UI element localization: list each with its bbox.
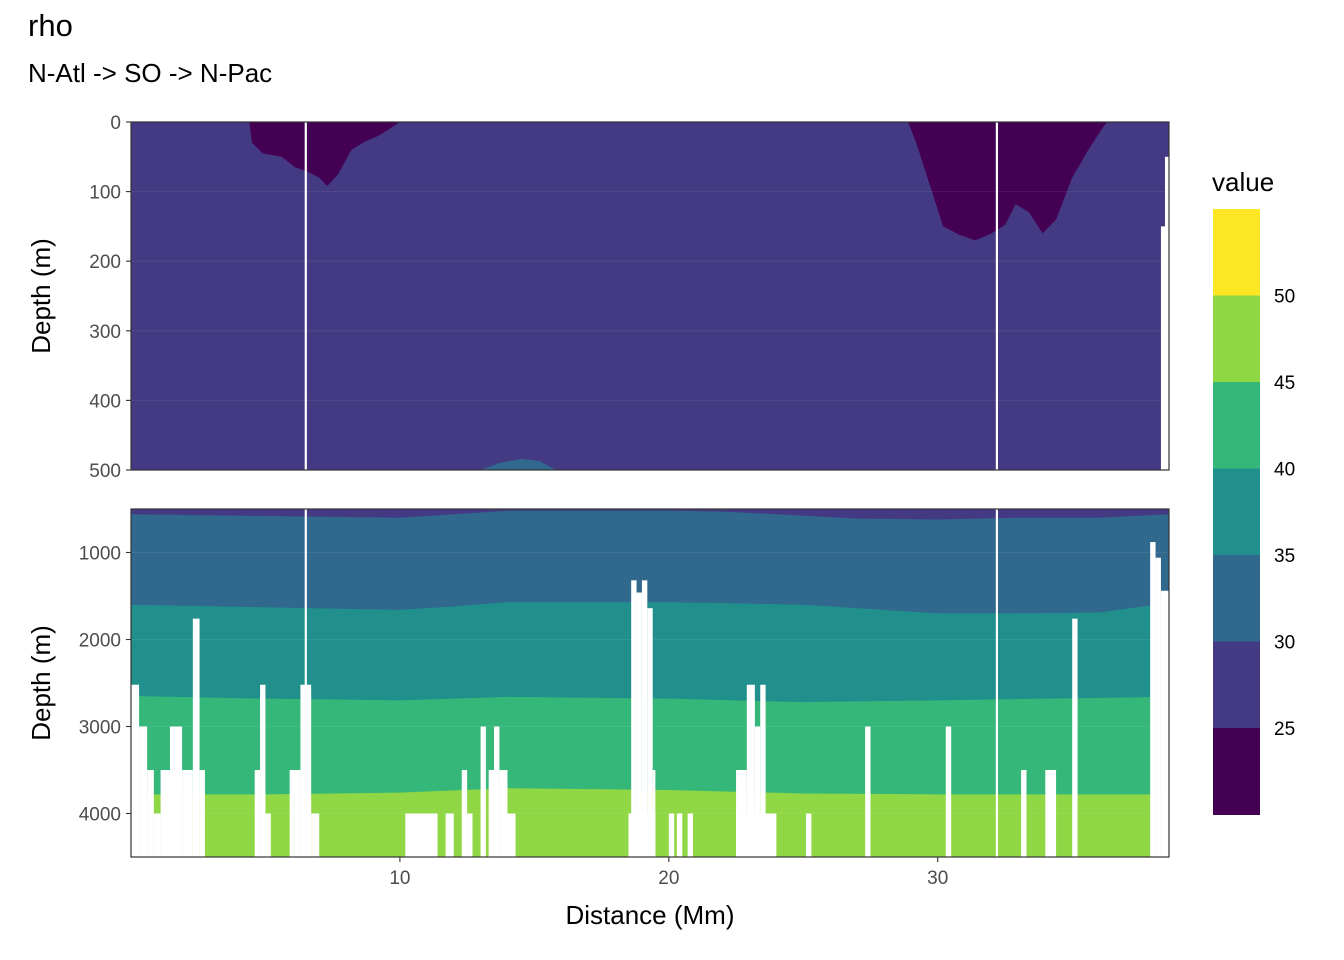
legend-title: value bbox=[1212, 167, 1274, 197]
y-tick-label: 300 bbox=[89, 322, 121, 343]
x-tick-label: 20 bbox=[658, 868, 679, 889]
seafloor-mask bbox=[260, 684, 266, 857]
legend-swatch bbox=[1213, 209, 1260, 296]
x-tick-label: 30 bbox=[927, 868, 948, 889]
seafloor-mask bbox=[499, 770, 508, 857]
chart-subtitle: N-Atl -> SO -> N-Pac bbox=[28, 58, 273, 88]
legend-swatch bbox=[1213, 468, 1260, 556]
seafloor-mask bbox=[1164, 156, 1169, 470]
x-axis-label: Distance (Mm) bbox=[565, 900, 734, 930]
y-tick-label: 3000 bbox=[79, 718, 121, 739]
seafloor-mask bbox=[1160, 590, 1169, 857]
seafloor-mask bbox=[746, 684, 755, 857]
y-axis-label: Depth (m) bbox=[26, 238, 56, 354]
seafloor-mask bbox=[760, 684, 766, 857]
seafloor-mask bbox=[865, 726, 871, 857]
legend: value 50 45 40 35 30 25 bbox=[1212, 167, 1295, 815]
seafloor-mask bbox=[494, 726, 500, 857]
seafloor-mask bbox=[1072, 618, 1078, 857]
panel-border bbox=[130, 121, 1170, 471]
seafloor-mask bbox=[1045, 770, 1057, 857]
legend-swatch bbox=[1213, 295, 1260, 383]
seafloor-mask bbox=[445, 813, 454, 857]
y-tick-label: 0 bbox=[110, 113, 121, 134]
seafloor-mask bbox=[265, 813, 271, 857]
seafloor-mask bbox=[647, 608, 653, 857]
y-tick-label: 200 bbox=[89, 252, 121, 273]
y-tick-label: 400 bbox=[89, 391, 121, 412]
seafloor-mask bbox=[1155, 557, 1161, 857]
y-tick-label: 2000 bbox=[79, 631, 121, 652]
seafloor-mask bbox=[467, 813, 473, 857]
axes: 10 20 30 Distance (Mm) bbox=[389, 857, 948, 930]
seafloor-mask bbox=[131, 684, 140, 857]
seafloor-mask bbox=[687, 813, 694, 857]
seafloor-mask bbox=[507, 813, 516, 857]
seafloor-mask bbox=[754, 726, 761, 857]
seafloor-mask bbox=[668, 813, 675, 857]
seafloor-mask bbox=[153, 813, 161, 857]
y-tick-label: 1000 bbox=[79, 544, 121, 565]
chart-title: rho bbox=[28, 8, 73, 43]
legend-break-label: 30 bbox=[1274, 633, 1295, 654]
seafloor-mask bbox=[736, 813, 777, 857]
contour-3035 bbox=[480, 458, 556, 470]
seafloor-mask bbox=[641, 580, 648, 857]
y-tick-label: 4000 bbox=[79, 805, 121, 826]
seafloor-mask bbox=[631, 580, 637, 857]
panel-border bbox=[130, 508, 1170, 858]
seafloor-mask bbox=[636, 592, 642, 857]
seafloor-mask bbox=[805, 813, 812, 857]
seafloor-mask bbox=[1150, 542, 1156, 857]
seafloor-mask bbox=[139, 726, 148, 857]
seafloor-mask bbox=[147, 770, 154, 857]
seafloor-mask bbox=[169, 726, 183, 857]
seafloor-mask bbox=[488, 770, 495, 857]
seafloor-mask bbox=[160, 770, 170, 857]
seafloor-mask bbox=[254, 770, 261, 857]
seafloor-mask bbox=[199, 770, 205, 857]
panel-plot-area bbox=[131, 122, 1169, 470]
legend-swatch bbox=[1213, 728, 1260, 815]
legend-break-label: 25 bbox=[1274, 719, 1295, 740]
legend-break-label: 40 bbox=[1274, 460, 1295, 481]
contour-25 bbox=[249, 122, 400, 187]
seafloor-mask bbox=[1021, 770, 1027, 857]
legend-break-label: 35 bbox=[1274, 546, 1295, 567]
legend-swatch bbox=[1213, 641, 1260, 729]
seafloor-mask bbox=[628, 813, 656, 857]
legend-break-label: 45 bbox=[1274, 373, 1295, 394]
y-axis-label: Depth (m) bbox=[26, 625, 56, 741]
seafloor-mask bbox=[405, 813, 438, 857]
contour-25 bbox=[908, 122, 1108, 241]
y-tick-label: 500 bbox=[89, 461, 121, 482]
seafloor-mask bbox=[289, 770, 301, 857]
legend-swatch bbox=[1213, 555, 1260, 642]
legend-break-label: 50 bbox=[1274, 287, 1295, 308]
seafloor-mask bbox=[461, 770, 468, 857]
seafloor-mask bbox=[480, 726, 486, 857]
panel-upper: 0 100 200 300 400 500 Depth (m) bbox=[26, 113, 1170, 482]
seafloor-mask bbox=[676, 813, 683, 857]
seafloor-mask bbox=[192, 618, 200, 857]
legend-swatch bbox=[1213, 382, 1260, 469]
panel-plot-area bbox=[131, 509, 1169, 857]
panel-lower: 1000 2000 3000 4000 Depth (m) bbox=[26, 508, 1170, 858]
seafloor-mask bbox=[311, 813, 320, 857]
x-tick-label: 10 bbox=[389, 868, 410, 889]
seafloor-mask bbox=[945, 726, 952, 857]
y-tick-label: 100 bbox=[89, 183, 121, 204]
seafloor-mask bbox=[182, 770, 193, 857]
